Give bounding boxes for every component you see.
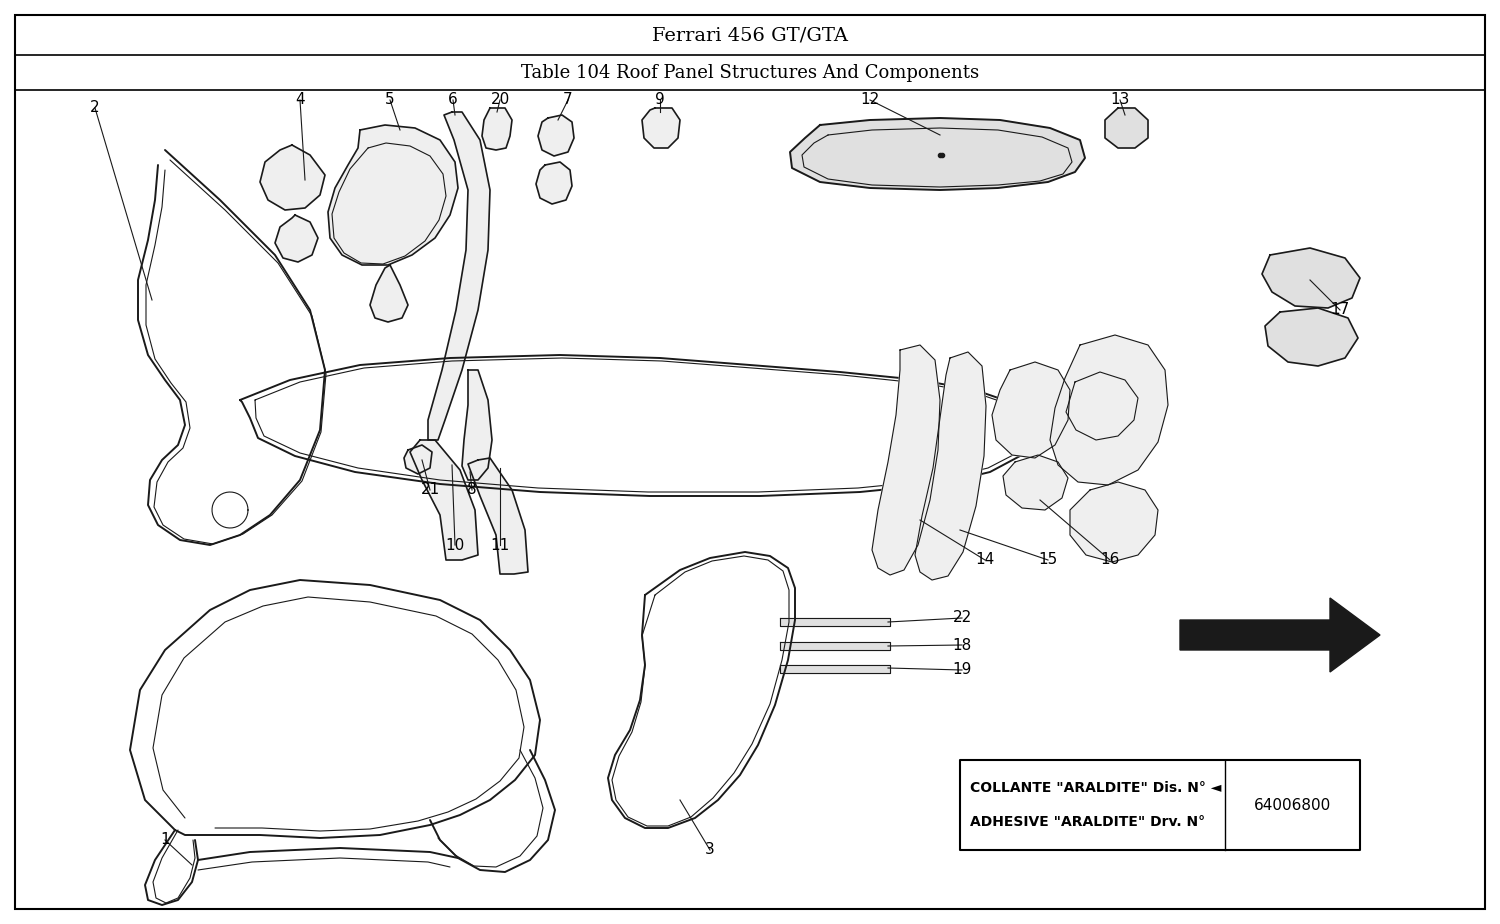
Text: ADHESIVE "ARALDITE" Drv. N°: ADHESIVE "ARALDITE" Drv. N° [970, 815, 1204, 829]
Polygon shape [274, 215, 318, 262]
Text: 5: 5 [386, 92, 394, 107]
Polygon shape [642, 108, 680, 148]
Polygon shape [410, 440, 478, 560]
Polygon shape [992, 362, 1070, 458]
Polygon shape [871, 345, 940, 575]
Polygon shape [260, 145, 326, 210]
Text: 11: 11 [490, 538, 510, 553]
Text: 1: 1 [160, 833, 170, 847]
Text: 21: 21 [420, 482, 440, 497]
Text: 3: 3 [705, 843, 716, 857]
Text: 9: 9 [656, 92, 664, 107]
Polygon shape [538, 115, 574, 156]
Text: Ferrari 456 GT/GTA: Ferrari 456 GT/GTA [652, 26, 847, 44]
Text: 17: 17 [1330, 302, 1350, 318]
Polygon shape [790, 118, 1084, 190]
Text: 7: 7 [562, 92, 573, 107]
Polygon shape [780, 642, 889, 650]
Polygon shape [536, 162, 572, 204]
Polygon shape [370, 265, 408, 322]
Polygon shape [1004, 455, 1068, 510]
Polygon shape [328, 125, 458, 265]
Text: COLLANTE "ARALDITE" Dis. N° ◄: COLLANTE "ARALDITE" Dis. N° ◄ [970, 781, 1221, 795]
Text: 14: 14 [975, 553, 994, 567]
Text: 16: 16 [1101, 553, 1119, 567]
Text: 13: 13 [1110, 92, 1130, 107]
Polygon shape [1264, 308, 1358, 366]
Polygon shape [1070, 482, 1158, 562]
Polygon shape [780, 665, 889, 673]
Polygon shape [915, 352, 986, 580]
Polygon shape [482, 108, 512, 150]
Text: 2: 2 [90, 101, 101, 116]
Text: 6: 6 [448, 92, 458, 107]
Text: 8: 8 [466, 482, 477, 497]
Polygon shape [468, 458, 528, 574]
Polygon shape [1050, 335, 1168, 485]
Text: 12: 12 [861, 92, 879, 107]
Bar [960, 760, 1360, 850]
Text: 4: 4 [296, 92, 304, 107]
Polygon shape [1106, 108, 1148, 148]
Polygon shape [462, 370, 492, 480]
Text: 22: 22 [952, 611, 972, 626]
Text: 18: 18 [952, 638, 972, 652]
Text: 10: 10 [446, 538, 465, 553]
Polygon shape [427, 112, 490, 440]
Text: 64006800: 64006800 [1254, 797, 1330, 812]
Polygon shape [404, 445, 432, 474]
Text: 15: 15 [1038, 553, 1058, 567]
Text: 19: 19 [952, 663, 972, 677]
Polygon shape [1180, 598, 1380, 672]
Text: 20: 20 [490, 92, 510, 107]
Polygon shape [780, 618, 889, 626]
Text: Table 104 Roof Panel Structures And Components: Table 104 Roof Panel Structures And Comp… [520, 64, 980, 82]
Polygon shape [1066, 372, 1138, 440]
Polygon shape [1262, 248, 1360, 308]
